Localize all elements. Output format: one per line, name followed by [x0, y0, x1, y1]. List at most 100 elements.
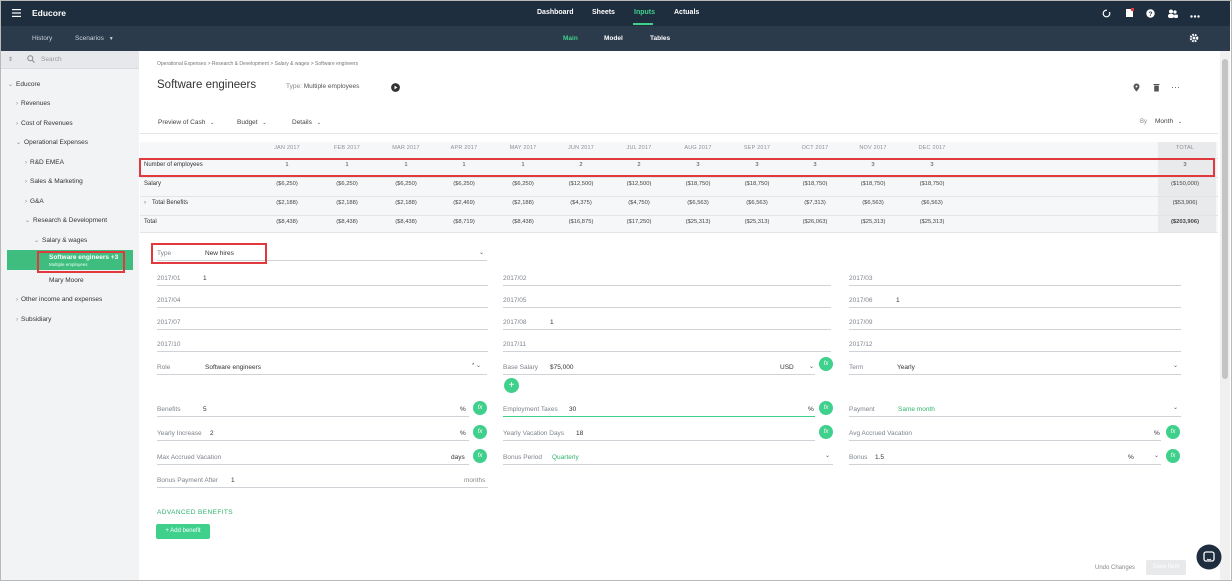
month-field[interactable]: 2017/06 1: [849, 294, 1181, 308]
month-field[interactable]: 2017/07: [157, 316, 488, 330]
tab-tables[interactable]: Tables: [650, 35, 671, 42]
chat-icon[interactable]: [1196, 544, 1222, 572]
fx-button[interactable]: fx: [473, 449, 487, 463]
month-field[interactable]: 2017/01 1: [157, 272, 488, 286]
sidebar-item-subsidiary[interactable]: › Subsidiary: [16, 316, 51, 323]
search-input[interactable]: Search: [41, 56, 62, 63]
month-field[interactable]: 2017/08 1: [503, 316, 831, 330]
menu-icon[interactable]: [12, 9, 21, 19]
save-item-button[interactable]: Save Item: [1146, 560, 1186, 575]
doc-icon[interactable]: [1125, 7, 1135, 20]
base-salary-field[interactable]: Base Salary $75,000 USD ⌄: [503, 361, 815, 375]
sidebar-item-mary-moore[interactable]: Mary Moore: [49, 277, 84, 284]
table-cell: ($2,188): [336, 200, 358, 206]
benefits-field[interactable]: Benefits 5%: [157, 403, 469, 417]
tab-model[interactable]: Model: [604, 35, 623, 42]
fx-button[interactable]: fx: [819, 357, 833, 371]
sidebar-item-revenues[interactable]: › Revenues: [16, 100, 50, 107]
yearly-increase-field[interactable]: Yearly Increase 2%: [157, 427, 469, 441]
scenarios-dropdown[interactable]: Scenarios ▼: [75, 35, 114, 42]
budget-dropdown[interactable]: Budget ⌄: [237, 119, 267, 126]
fx-button[interactable]: fx: [473, 401, 487, 415]
fx-button[interactable]: fx: [473, 425, 487, 439]
fx-button[interactable]: fx: [819, 425, 833, 439]
nav-dashboard[interactable]: Dashboard: [537, 9, 574, 16]
month-field[interactable]: 2017/03: [849, 272, 1181, 286]
sync-icon[interactable]: [1102, 9, 1111, 20]
month-field[interactable]: 2017/05: [503, 294, 831, 308]
sidebar-search[interactable]: ⇕ Search: [1, 51, 139, 69]
sidebar-item-research-development[interactable]: ⌄ Research & Development: [25, 217, 107, 224]
more-icon[interactable]: [1190, 11, 1200, 20]
help-icon[interactable]: ?: [1146, 9, 1155, 20]
add-benefit-button[interactable]: + Add benefit: [156, 524, 210, 539]
collapse-icon[interactable]: ⇕: [8, 57, 14, 63]
yearly-vacation-label: Yearly Vacation Days: [503, 430, 565, 437]
fx-button[interactable]: fx: [1166, 425, 1180, 439]
month-field[interactable]: 2017/12: [849, 338, 1181, 352]
play-icon[interactable]: [391, 83, 400, 94]
sidebar-item-salary-wages[interactable]: ⌄ Salary & wages: [34, 237, 87, 244]
fx-button[interactable]: fx: [1166, 449, 1180, 463]
chevron-right-icon[interactable]: ›: [144, 200, 146, 206]
sidebar-item-operational-expenses[interactable]: ⌄ Operational Expenses: [16, 139, 88, 146]
bonus-period-value: Quarterly: [552, 454, 579, 461]
bonus-field[interactable]: Bonus 1.5% ⌄: [849, 451, 1161, 465]
undo-changes-button[interactable]: Undo Changes: [1095, 565, 1136, 571]
tab-main[interactable]: Main: [563, 35, 578, 42]
currency-select[interactable]: USD: [780, 364, 794, 371]
nav-inputs-underline: [633, 23, 653, 25]
bonus-payment-field[interactable]: Bonus Payment After 1 months: [157, 474, 488, 488]
sidebar-item-label: Educore: [16, 81, 41, 88]
month-field[interactable]: 2017/02: [503, 272, 831, 286]
term-select[interactable]: Term Yearly ⌄: [849, 361, 1181, 375]
scrollbar[interactable]: [1220, 51, 1230, 580]
advanced-benefits-link[interactable]: ADVANCED BENEFITS: [157, 509, 234, 516]
period-dropdown[interactable]: Month ⌄: [1155, 118, 1182, 125]
users-icon[interactable]: [1167, 9, 1178, 20]
sidebar-item-sales-marketing[interactable]: › Sales & Marketing: [25, 178, 83, 185]
bonus-period-select[interactable]: Bonus Period Quarterly ⌄: [503, 451, 833, 465]
sidebar-item-ga[interactable]: › G&A: [25, 198, 44, 205]
employment-taxes-field[interactable]: Employment Taxes 30%: [503, 403, 815, 417]
table-band: [140, 142, 1218, 232]
sidebar-item-cost-of-revenues[interactable]: › Cost of Revenues: [16, 120, 73, 127]
avg-accrued-field[interactable]: Avg Accrued Vacation%: [849, 427, 1161, 441]
sidebar-item-label: Cost of Revenues: [21, 120, 73, 127]
fx-button[interactable]: fx: [819, 401, 833, 415]
row-label[interactable]: Total Benefits: [152, 200, 189, 206]
preview-dropdown[interactable]: Preview of Cash ⌄: [158, 119, 214, 126]
gear-icon[interactable]: [1189, 33, 1199, 45]
type-select[interactable]: Type New hires ⌄: [157, 247, 487, 261]
more-icon[interactable]: ···: [1171, 82, 1180, 92]
nav-inputs[interactable]: Inputs: [634, 9, 655, 16]
breadcrumb[interactable]: Operational Expenses > Research & Develo…: [157, 61, 359, 67]
payment-label: Payment: [849, 406, 875, 413]
sidebar-item-educore[interactable]: ⌄ Educore: [8, 81, 40, 88]
add-salary-button[interactable]: +: [504, 378, 519, 393]
month-label: 2017/12: [849, 341, 873, 348]
month-field[interactable]: 2017/10: [157, 338, 488, 352]
sidebar-item-rd-emea[interactable]: › R&D EMEA: [25, 159, 64, 166]
trash-icon[interactable]: [1153, 83, 1160, 94]
yearly-vacation-field[interactable]: Yearly Vacation Days 18: [503, 427, 815, 441]
details-dropdown[interactable]: Details ⌄: [292, 119, 321, 126]
payment-select[interactable]: Payment Same month ⌄: [849, 403, 1181, 417]
history-link[interactable]: History: [32, 35, 53, 42]
chevron-right-icon: ›: [25, 160, 27, 166]
max-accrued-field[interactable]: Max Accrued Vacation days: [157, 451, 469, 465]
month-field[interactable]: 2017/04: [157, 294, 488, 308]
role-select[interactable]: Role Software engineers * ⌄: [157, 361, 487, 375]
month-field[interactable]: 2017/09: [849, 316, 1181, 330]
table-cell: ($18,750): [744, 181, 770, 187]
month-field[interactable]: 2017/11: [503, 338, 831, 352]
yearly-increase-label: Yearly Increase: [157, 430, 202, 437]
chevron-down-icon: ⌄: [210, 120, 215, 126]
scrollbar-thumb[interactable]: [1222, 59, 1228, 379]
nav-actuals[interactable]: Actuals: [674, 9, 700, 16]
sidebar-item-other-income[interactable]: › Other income and expenses: [16, 296, 102, 303]
chevron-down-icon: ⌄: [809, 364, 815, 370]
pin-icon[interactable]: [1133, 83, 1140, 94]
row-divider: [140, 196, 1218, 197]
nav-sheets[interactable]: Sheets: [592, 9, 615, 16]
